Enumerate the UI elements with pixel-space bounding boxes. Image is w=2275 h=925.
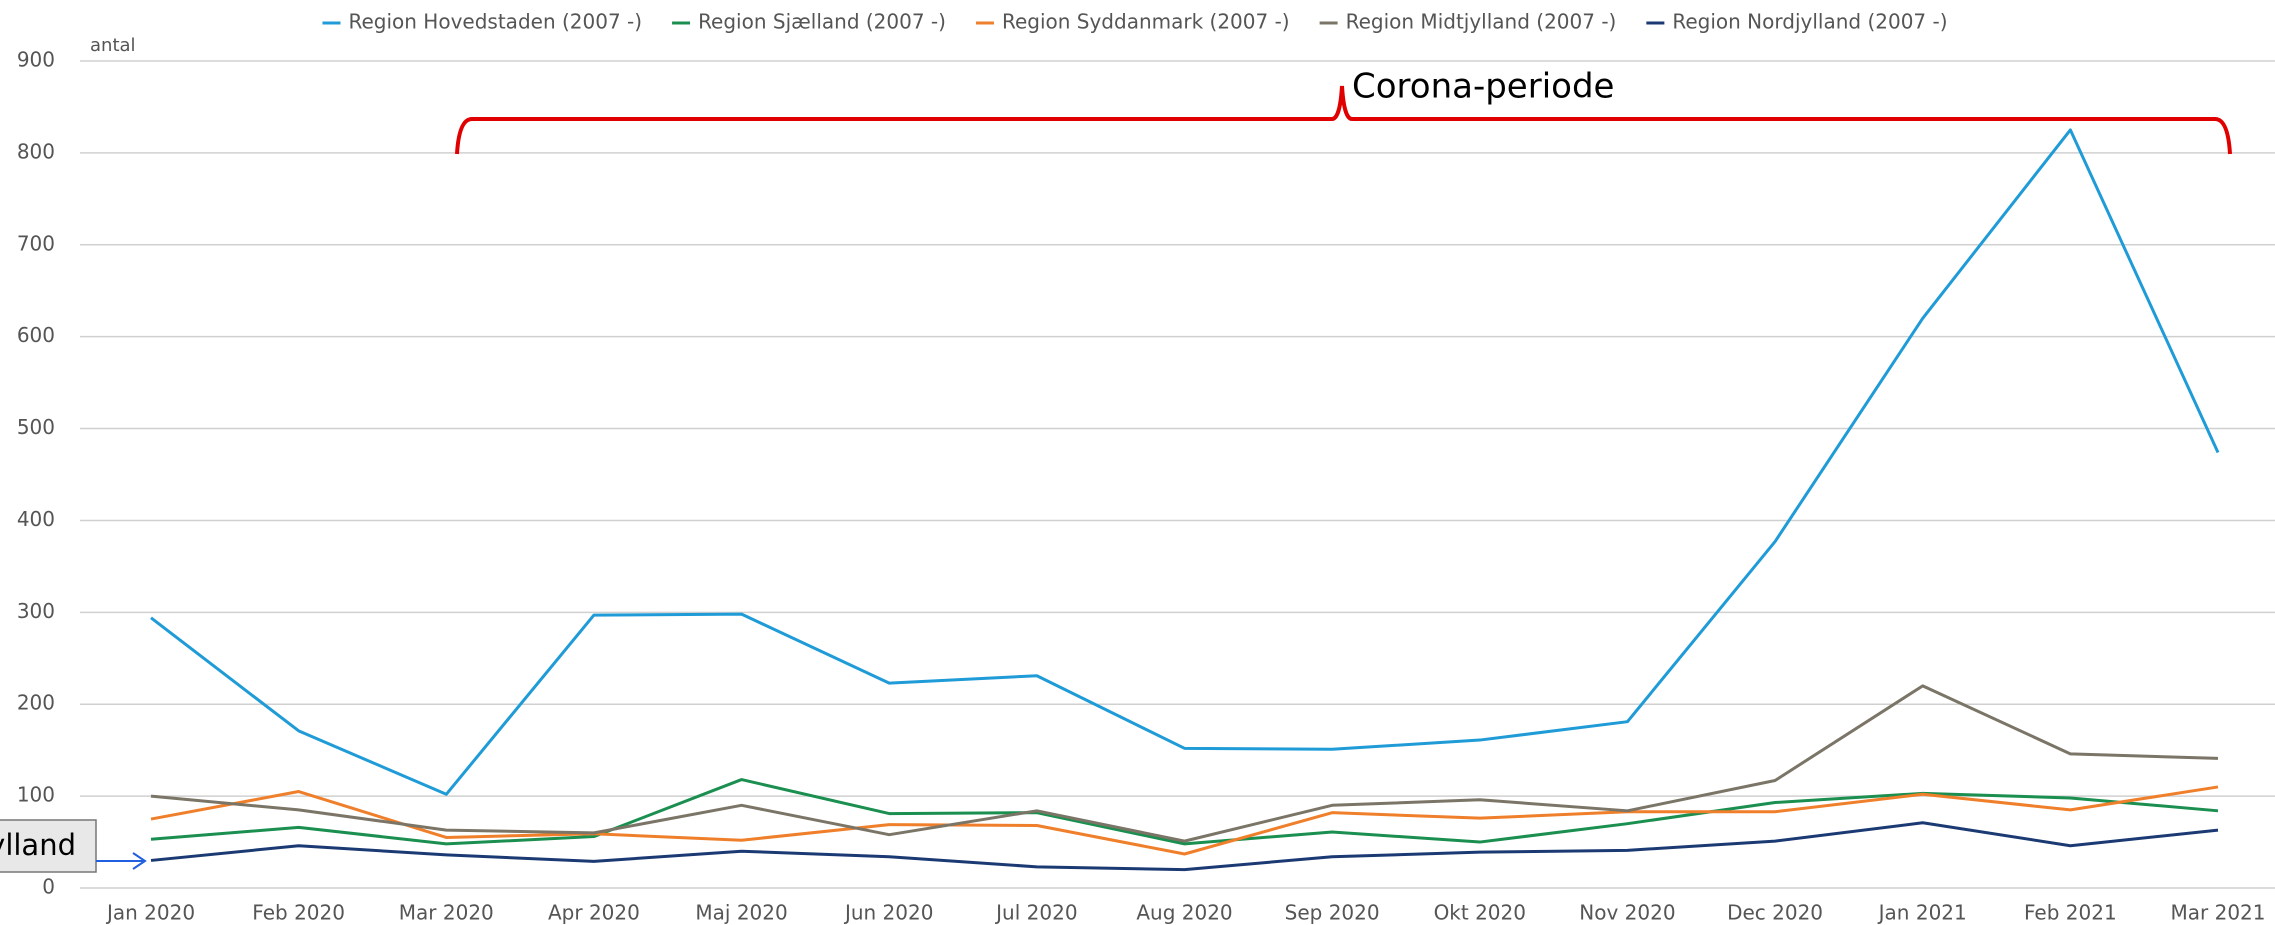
legend-label: Region Sjælland (2007 -) bbox=[698, 10, 946, 34]
series-line bbox=[150, 128, 2220, 796]
x-tick-label: Apr 2020 bbox=[548, 901, 640, 925]
x-tick-label: Aug 2020 bbox=[1136, 901, 1232, 925]
x-tick-label: Jan 2021 bbox=[1877, 901, 1967, 925]
y-tick-label: 800 bbox=[17, 139, 55, 163]
legend-item: Region Hovedstaden (2007 -) bbox=[322, 10, 642, 34]
series-line bbox=[150, 821, 2219, 872]
x-tick-label: Dec 2020 bbox=[1727, 901, 1823, 925]
y-tick-label: 200 bbox=[17, 691, 55, 715]
x-tick-label: Feb 2020 bbox=[252, 901, 345, 925]
x-tick-label: Feb 2021 bbox=[2024, 901, 2117, 925]
legend-item: Region Midtjylland (2007 -) bbox=[1319, 10, 1617, 34]
callout-box bbox=[0, 819, 97, 873]
y-tick-label: 600 bbox=[17, 323, 55, 347]
legend-label: Region Midtjylland (2007 -) bbox=[1346, 10, 1617, 34]
callout-label: ylland bbox=[0, 828, 76, 862]
legend-label: Region Nordjylland (2007 -) bbox=[1672, 10, 1947, 34]
legend-item: Region Syddanmark (2007 -) bbox=[975, 10, 1290, 34]
legend-item: Region Sjælland (2007 -) bbox=[672, 10, 946, 34]
legend-label: Region Hovedstaden (2007 -) bbox=[348, 10, 642, 34]
y-tick-label: 100 bbox=[17, 783, 55, 807]
y-tick-label: 300 bbox=[17, 599, 55, 623]
x-tick-label: Okt 2020 bbox=[1434, 901, 1526, 925]
x-tick-label: Jul 2020 bbox=[994, 901, 1077, 925]
x-tick-label: Jun 2020 bbox=[843, 901, 934, 925]
y-tick-label: 900 bbox=[17, 48, 55, 72]
annotation-bracket bbox=[455, 85, 2232, 155]
x-tick-label: Jan 2020 bbox=[105, 901, 195, 925]
y-tick-label: 0 bbox=[42, 875, 55, 899]
series-line bbox=[150, 785, 2219, 856]
y-axis-label: antal bbox=[90, 35, 136, 56]
x-tick-label: Maj 2020 bbox=[695, 901, 787, 925]
x-tick-label: Mar 2021 bbox=[2171, 901, 2266, 925]
callout-arrowhead bbox=[132, 852, 147, 870]
legend-item: Region Nordjylland (2007 -) bbox=[1646, 10, 1948, 34]
x-tick-label: Sep 2020 bbox=[1285, 901, 1380, 925]
x-tick-label: Mar 2020 bbox=[399, 901, 494, 925]
y-tick-label: 400 bbox=[17, 507, 55, 531]
y-tick-label: 500 bbox=[17, 415, 55, 439]
x-tick-label: Nov 2020 bbox=[1579, 901, 1675, 925]
annotation-label: Corona-periode bbox=[1352, 67, 1614, 107]
legend-label: Region Syddanmark (2007 -) bbox=[1002, 10, 1290, 34]
series-line bbox=[150, 778, 2219, 846]
series-line bbox=[150, 684, 2219, 843]
y-tick-label: 700 bbox=[17, 231, 55, 255]
